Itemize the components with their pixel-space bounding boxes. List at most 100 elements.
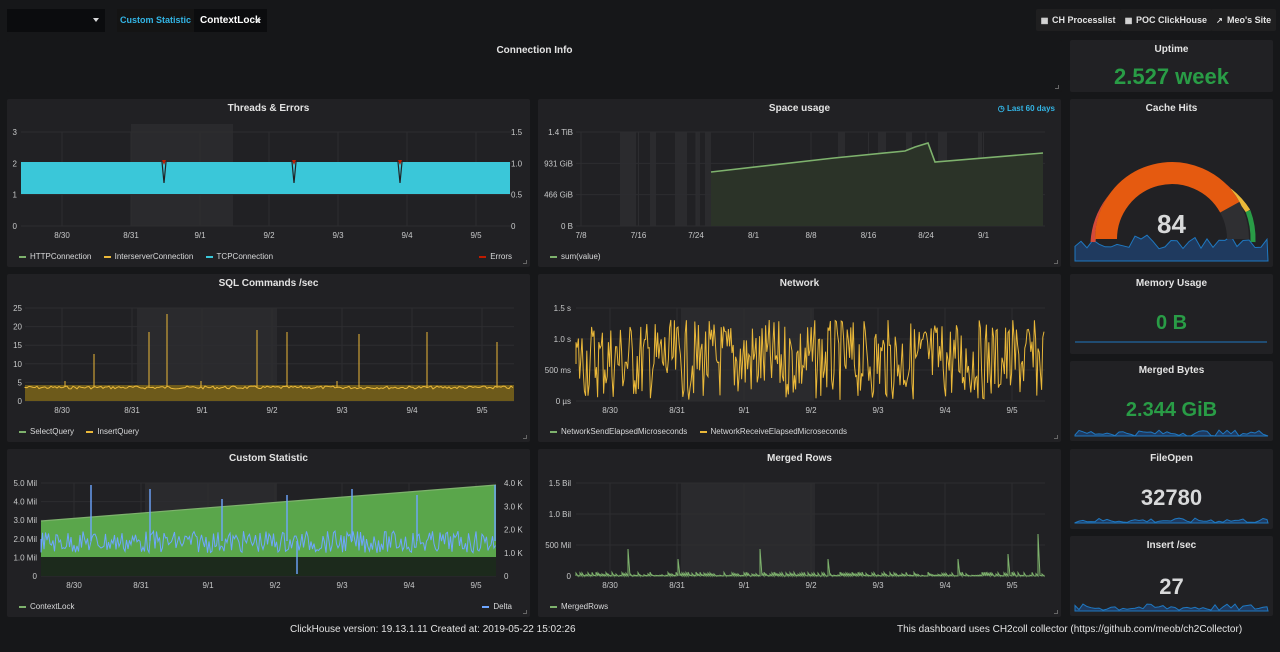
y-tick-label: 1 bbox=[13, 191, 18, 200]
space-area bbox=[711, 143, 1043, 226]
resize-handle[interactable] bbox=[1054, 435, 1058, 439]
y-tick-label: 4.0 Mil bbox=[13, 498, 37, 507]
x-tick-label: 9/2 bbox=[266, 406, 278, 415]
grid-icon: ▦ bbox=[1040, 16, 1049, 25]
panel-insert-sec: Insert /sec 27 bbox=[1070, 536, 1273, 616]
x-tick-label: 9/4 bbox=[939, 406, 951, 415]
legend-item[interactable]: Errors bbox=[479, 252, 512, 261]
dashboard-topbar: Custom Statistic ContextLock ▦ CH Process… bbox=[0, 0, 1280, 40]
grid-icon: ▦ bbox=[1124, 16, 1133, 25]
x-tick-label: 9/1 bbox=[196, 406, 208, 415]
x-tick-label: 7/24 bbox=[688, 231, 704, 240]
legend-item[interactable]: SelectQuery bbox=[19, 427, 74, 436]
chevron-down-icon bbox=[93, 18, 99, 22]
panel-title: FileOpen bbox=[1150, 453, 1193, 464]
x-tick-label: 9/1 bbox=[202, 581, 214, 590]
y-right-tick-label: 1.5 bbox=[511, 128, 523, 137]
merged-bytes-sparkline bbox=[1074, 429, 1269, 437]
x-tick-label: 9/5 bbox=[470, 231, 482, 240]
x-tick-label: 9/1 bbox=[978, 231, 990, 240]
y-tick-label: 0 bbox=[33, 572, 38, 581]
panel-title: Memory Usage bbox=[1135, 278, 1208, 289]
variable-label: Custom Statistic bbox=[117, 9, 194, 32]
link-meos-site[interactable]: ↗ Meo's Site bbox=[1211, 9, 1277, 31]
x-tick-label: 9/3 bbox=[872, 581, 884, 590]
legend-item[interactable]: ContextLock bbox=[19, 602, 74, 611]
legend-item[interactable]: InsertQuery bbox=[86, 427, 139, 436]
chart-legend: sum(value) bbox=[550, 252, 1053, 261]
x-tick-label: 9/4 bbox=[939, 581, 951, 590]
resize-handle[interactable] bbox=[523, 610, 527, 614]
stat-value: 32780 bbox=[1140, 485, 1203, 510]
panel-title: Threads & Errors bbox=[227, 103, 310, 114]
y-right-tick-label: 1.0 bbox=[511, 159, 523, 168]
panel-sql-commands: SQL Commands /sec 25 20 15 10 5 0 8/30 8/31 9/1 9… bbox=[7, 274, 530, 442]
variable-value-dropdown[interactable]: ContextLock bbox=[194, 9, 267, 32]
y-tick-label: 2.0 Mil bbox=[13, 535, 37, 544]
legend-item[interactable]: TCPConnection bbox=[205, 252, 273, 261]
space-line bbox=[710, 142, 1044, 173]
y-tick-label: 0 bbox=[13, 222, 18, 231]
legend-item[interactable]: sum(value) bbox=[550, 252, 601, 261]
y-tick-label: 466 GiB bbox=[544, 191, 573, 200]
custom-statistic-chart[interactable]: 5.0 Mil 4.0 Mil 3.0 Mil 2.0 Mil 1.0 Mil 0 4.0 … bbox=[7, 449, 530, 617]
x-tick-label: 9/5 bbox=[470, 581, 482, 590]
resize-handle[interactable] bbox=[1054, 260, 1058, 264]
legend-item[interactable]: Delta bbox=[482, 602, 512, 611]
panel-title: Uptime bbox=[1154, 44, 1189, 55]
x-tick-label: 8/31 bbox=[133, 581, 149, 590]
panel-title: Custom Statistic bbox=[229, 453, 308, 464]
merged-rows-chart[interactable]: 1.5 Bil 1.0 Bil 500 Mil 0 8/30 8/31 9/1 9/2 9/3 9… bbox=[538, 449, 1061, 617]
link-label: Meo's Site bbox=[1227, 15, 1272, 25]
x-tick-label: 7/16 bbox=[631, 231, 647, 240]
datasource-dropdown[interactable] bbox=[7, 9, 105, 32]
link-poc-clickhouse[interactable]: ▦ POC ClickHouse bbox=[1120, 9, 1213, 31]
y-tick-label: 500 ms bbox=[545, 366, 571, 375]
space-usage-chart[interactable]: 1.4 TiB 931 GiB 466 GiB 0 B7/8 7/16 7/24 8/1 8/… bbox=[538, 99, 1061, 267]
legend-item[interactable]: HTTPConnection bbox=[19, 252, 91, 261]
delta-base bbox=[41, 557, 496, 576]
legend-item[interactable]: InterserverConnection bbox=[103, 252, 193, 261]
insert-query-line bbox=[24, 385, 514, 390]
variable-value: ContextLock bbox=[200, 15, 261, 26]
y-right-tick-label: 0.5 bbox=[511, 191, 523, 200]
x-tick-label: 9/4 bbox=[401, 231, 413, 240]
x-tick-label: 9/2 bbox=[805, 581, 817, 590]
delta-line bbox=[40, 529, 496, 555]
file-open-sparkline bbox=[1074, 517, 1269, 524]
x-tick-label: 9/1 bbox=[194, 231, 206, 240]
error-marker bbox=[398, 160, 402, 165]
panel-cache-hits: Cache Hits 84 bbox=[1070, 99, 1273, 267]
x-tick-label: 9/4 bbox=[406, 406, 418, 415]
y-right-tick-label: 4.0 K bbox=[504, 479, 523, 488]
panel-merged-bytes: Merged Bytes 2.344 GiB bbox=[1070, 361, 1273, 441]
error-marker bbox=[292, 160, 296, 165]
x-tick-label: 7/8 bbox=[575, 231, 587, 240]
resize-handle[interactable] bbox=[1054, 610, 1058, 614]
time-band bbox=[675, 132, 687, 226]
sql-commands-chart[interactable]: 25 20 15 10 5 0 8/30 8/31 9/1 9/2 9/3 9/4 9/5 bbox=[7, 274, 530, 442]
chevron-down-icon bbox=[255, 19, 261, 23]
network-chart[interactable]: 1.5 s 1.0 s 500 ms 0 µs 8/30 8/31 9/1 9/2 9/3 9/4… bbox=[538, 274, 1061, 442]
panel-merged-rows: Merged Rows 1.5 Bil 1.0 Bil 500 Mil 0 8/30 8/… bbox=[538, 449, 1061, 617]
resize-handle[interactable] bbox=[523, 260, 527, 264]
panel-title: Merged Rows bbox=[766, 453, 832, 464]
x-tick-label: 9/5 bbox=[476, 406, 488, 415]
legend-item[interactable]: NetworkReceiveElapsedMicroseconds bbox=[699, 427, 847, 436]
x-tick-label: 9/5 bbox=[1006, 406, 1018, 415]
legend-item[interactable]: NetworkSendElapsedMicroseconds bbox=[550, 427, 687, 436]
link-ch-processlist[interactable]: ▦ CH Processlist bbox=[1036, 9, 1121, 31]
panel-memory-usage: Memory Usage 0 B bbox=[1070, 274, 1273, 354]
x-tick-label: 9/3 bbox=[872, 406, 884, 415]
resize-handle[interactable] bbox=[523, 435, 527, 439]
resize-handle[interactable] bbox=[1055, 85, 1059, 89]
y-right-tick-label: 2.0 K bbox=[504, 526, 523, 535]
y-tick-label: 15 bbox=[13, 341, 22, 350]
y-right-tick-label: 1.0 K bbox=[504, 549, 523, 558]
legend-item[interactable]: MergedRows bbox=[550, 602, 608, 611]
time-band bbox=[696, 132, 700, 226]
y-tick-label: 1.0 s bbox=[554, 335, 571, 344]
threads-chart[interactable]: 3 2 1 0 1.5 1.0 0.5 0 8/30 8/31 9/1 9/2 9/3 9/4 9/5 bbox=[7, 99, 530, 267]
y-tick-label: 0 µs bbox=[556, 397, 571, 406]
y-tick-label: 1.4 TiB bbox=[548, 128, 573, 137]
